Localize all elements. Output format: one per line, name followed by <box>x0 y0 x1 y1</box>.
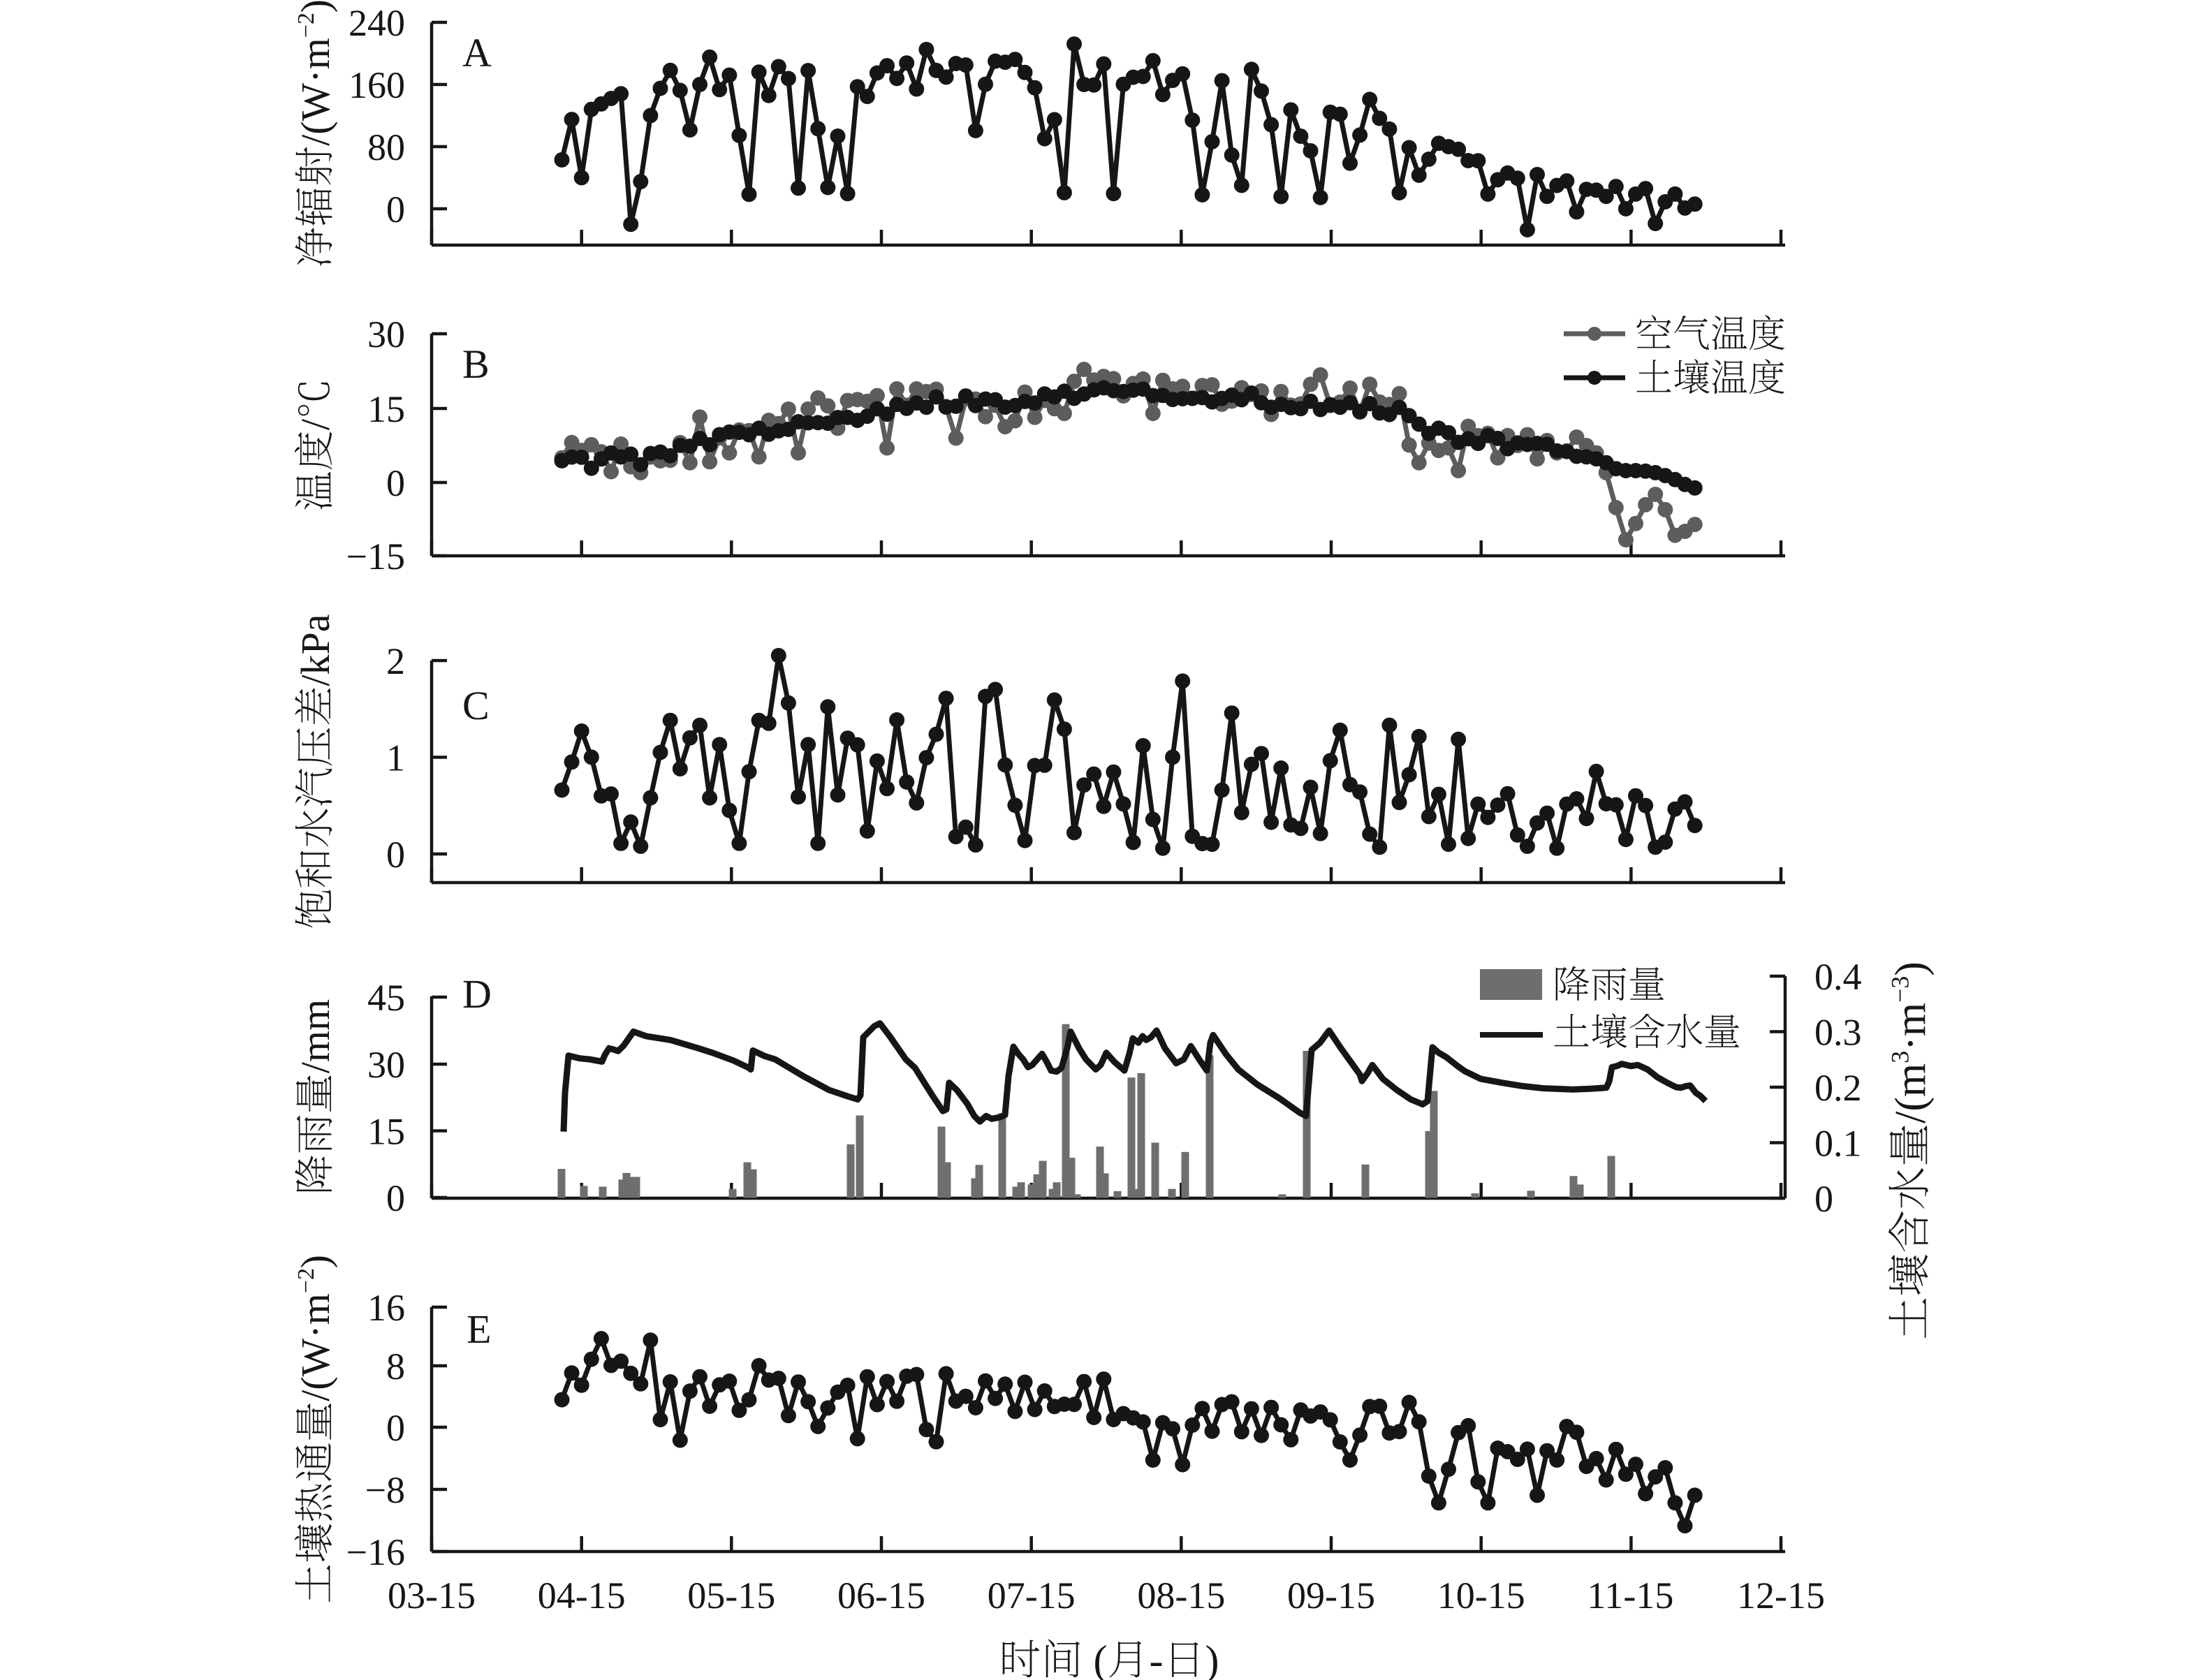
svg-text:0.2: 0.2 <box>1814 1067 1862 1109</box>
svg-text:E: E <box>467 1306 491 1352</box>
svg-text:8: 8 <box>386 1346 405 1387</box>
svg-text:30: 30 <box>367 314 405 355</box>
svg-text:45: 45 <box>367 977 405 1019</box>
svg-text:16: 16 <box>367 1287 405 1329</box>
svg-text:04-15: 04-15 <box>538 1575 626 1616</box>
svg-text:/(W·m: /(W·m <box>293 1293 338 1401</box>
svg-text:/kPa: /kPa <box>293 614 338 686</box>
svg-text:07-15: 07-15 <box>988 1575 1076 1616</box>
svg-text:09-15: 09-15 <box>1287 1575 1375 1616</box>
svg-text:−16: −16 <box>346 1531 405 1573</box>
svg-text:0: 0 <box>386 1407 405 1449</box>
svg-text:C: C <box>462 683 490 728</box>
svg-text:-: - <box>1150 1637 1164 1680</box>
svg-text:10-15: 10-15 <box>1437 1575 1525 1616</box>
svg-text:15: 15 <box>367 388 405 430</box>
svg-text:/mm: /mm <box>293 999 338 1073</box>
svg-text:0: 0 <box>386 462 405 504</box>
svg-text:03-15: 03-15 <box>388 1575 476 1616</box>
svg-text:/(m: /(m <box>1887 1063 1935 1123</box>
svg-text:−2: −2 <box>293 1268 319 1293</box>
svg-text:): ) <box>293 0 338 13</box>
svg-text:): ) <box>293 1255 338 1268</box>
svg-text:05-15: 05-15 <box>687 1575 775 1616</box>
svg-text:11-15: 11-15 <box>1587 1575 1673 1616</box>
svg-text:): ) <box>1205 1637 1219 1680</box>
svg-text:12-15: 12-15 <box>1737 1575 1825 1616</box>
svg-text:(: ( <box>1094 1637 1108 1680</box>
svg-text:80: 80 <box>367 126 405 168</box>
svg-text:0.1: 0.1 <box>1814 1123 1862 1165</box>
svg-text:/: / <box>293 418 338 430</box>
svg-text:08-15: 08-15 <box>1137 1575 1225 1616</box>
svg-text:−3: −3 <box>1886 976 1914 1003</box>
svg-text:/(W·m: /(W·m <box>293 38 338 146</box>
svg-text:0: 0 <box>386 189 405 230</box>
svg-text:B: B <box>462 341 490 387</box>
svg-text:160: 160 <box>349 64 405 106</box>
svg-text:30: 30 <box>367 1044 405 1086</box>
svg-text:D: D <box>462 971 492 1017</box>
svg-text:−15: −15 <box>346 536 405 577</box>
svg-text:−2: −2 <box>293 13 319 38</box>
svg-text:−8: −8 <box>365 1469 405 1511</box>
svg-text:0: 0 <box>1814 1178 1833 1220</box>
svg-text:15: 15 <box>367 1111 405 1153</box>
svg-text:0.3: 0.3 <box>1814 1012 1862 1054</box>
svg-text:06-15: 06-15 <box>837 1575 925 1616</box>
svg-text:0.4: 0.4 <box>1814 956 1862 998</box>
svg-text:0: 0 <box>386 1177 405 1219</box>
svg-text:3: 3 <box>1886 1051 1914 1063</box>
svg-text:2: 2 <box>386 640 405 682</box>
svg-text:240: 240 <box>349 2 405 44</box>
svg-text:0: 0 <box>386 834 405 876</box>
svg-text:1: 1 <box>386 737 405 779</box>
svg-text:): ) <box>1887 961 1935 976</box>
svg-text:A: A <box>462 30 492 75</box>
svg-text:·m: ·m <box>1887 1003 1935 1051</box>
